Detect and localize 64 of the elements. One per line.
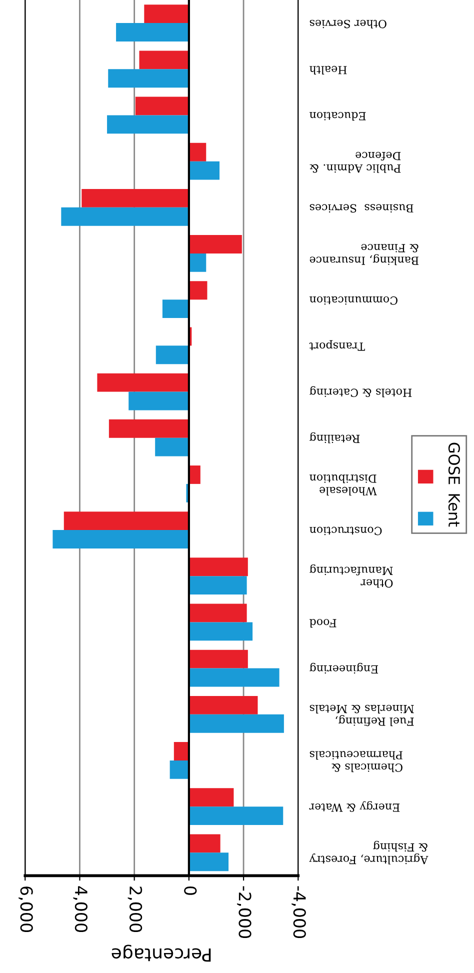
bar: [174, 742, 189, 760]
y-tick-label: Public Admin. & Defence: [310, 152, 401, 173]
y-tick-label: Food: [310, 618, 336, 628]
bar: [135, 96, 189, 116]
y-tick-label: Wholesale Distribution: [310, 474, 377, 496]
y-tick-label: Hotels & Catering: [310, 386, 412, 398]
bar: [107, 115, 189, 134]
text: GOSE: [448, 442, 460, 484]
bar: [82, 188, 189, 208]
legend-label: Kent: [448, 494, 460, 527]
bar: [156, 346, 189, 364]
bar: [188, 281, 208, 300]
y-tick-label: Energy & Water: [309, 801, 400, 812]
bar: [188, 852, 229, 872]
bar: [170, 760, 189, 779]
x-tick-label: 4,000: [73, 886, 88, 932]
x-tick-label: -4,000: [292, 886, 306, 938]
bar: [188, 714, 284, 733]
bar: [188, 668, 280, 687]
bar: [108, 419, 189, 438]
bar: [188, 604, 247, 622]
bar: [188, 576, 247, 595]
bar: [188, 650, 248, 668]
x-tick-label: 0: [184, 886, 197, 895]
y-tick-label: Health: [310, 66, 347, 75]
bar: [188, 622, 253, 641]
y-tick-label: Fuel Refining, Minerlas & Metals: [310, 704, 414, 726]
y-tick-label: Communication: [310, 296, 398, 305]
bar: [116, 23, 189, 42]
bar: [188, 558, 248, 576]
bar: [188, 788, 234, 807]
bar: [188, 834, 220, 853]
bar: [188, 253, 206, 272]
x-axis-title: Percentage: [112, 944, 211, 962]
y-tick-label: Engineering: [310, 662, 378, 674]
x-tick-label: 2,000: [128, 886, 142, 932]
bar: [108, 69, 189, 88]
bar: [188, 806, 284, 825]
y-tick-label: Chemicals & Pharmaceuticals: [310, 751, 402, 772]
bar: [61, 207, 189, 226]
y-tick-label: Construction: [310, 526, 382, 536]
x-tick-label: -2,000: [237, 886, 252, 938]
y-tick-label: Transport: [309, 340, 365, 351]
y-tick-label: Banking, Insurance & Finance: [310, 244, 418, 266]
y-tick-label: Business Services: [310, 204, 414, 213]
bar: [162, 300, 189, 318]
y-tick-label: Agriculture, Forestry & Fishing: [309, 840, 428, 864]
bar: [188, 235, 242, 254]
bar: [188, 466, 200, 484]
bar: [139, 50, 189, 70]
bar: [188, 142, 206, 162]
bar: [52, 530, 189, 548]
y-tick-label: Retailing: [310, 432, 360, 444]
bar: [188, 161, 220, 180]
y-tick-label: Other Servies: [310, 20, 386, 28]
x-tick-label: 6,000: [18, 886, 33, 932]
bar: [64, 512, 189, 530]
y-tick-label: Education: [310, 112, 366, 121]
y-tick-label: Other Manufacturing: [310, 564, 393, 588]
bar: [144, 4, 189, 24]
bar: [188, 696, 258, 714]
bar: [128, 392, 189, 410]
bar: [97, 373, 189, 392]
bar: [155, 438, 189, 456]
